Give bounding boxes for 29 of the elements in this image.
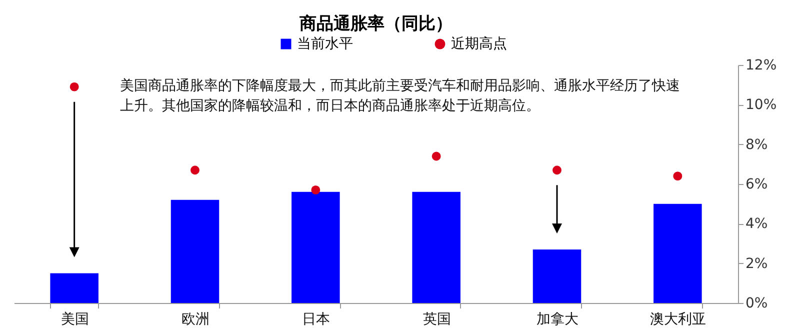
bar [412, 192, 460, 303]
chart-title: 商品通胀率（同比） [298, 14, 452, 34]
x-tick-label: 加拿大 [536, 312, 578, 328]
y-tick-label: 6% [746, 176, 768, 192]
y-tick-label: 12% [746, 58, 777, 74]
bar [532, 249, 582, 303]
y-tick-label: 10% [746, 97, 777, 114]
point [552, 166, 562, 175]
y-tick-label: 4% [746, 216, 768, 232]
point [673, 172, 682, 181]
x-tick-label: 美国 [60, 312, 89, 328]
point [190, 166, 200, 175]
x-tick-label: 澳大利亚 [650, 312, 706, 328]
bar [292, 192, 340, 303]
x-tick-label: 日本 [302, 312, 330, 328]
point [70, 82, 79, 92]
y-tick-label: 8% [746, 136, 768, 153]
x-tick-label: 欧洲 [182, 312, 210, 328]
point [432, 152, 441, 161]
legend-label: 当前水平 [297, 36, 353, 52]
y-tick-label: 0% [746, 296, 768, 312]
annotation: 美国商品通胀率的下降幅度最大，而其此前主要受汽车和耐用品影响、通胀水平经历了快速上升。其他国家的降幅较温和，而日本的商品通胀率处于近期高位。 [120, 77, 681, 116]
point [311, 185, 320, 194]
y-tick-label: 2% [746, 256, 768, 272]
legend-label: 近期高点 [451, 36, 507, 52]
bar [654, 204, 702, 303]
bar [50, 273, 98, 303]
bar [170, 200, 220, 303]
x-tick-label: 英国 [422, 312, 451, 328]
